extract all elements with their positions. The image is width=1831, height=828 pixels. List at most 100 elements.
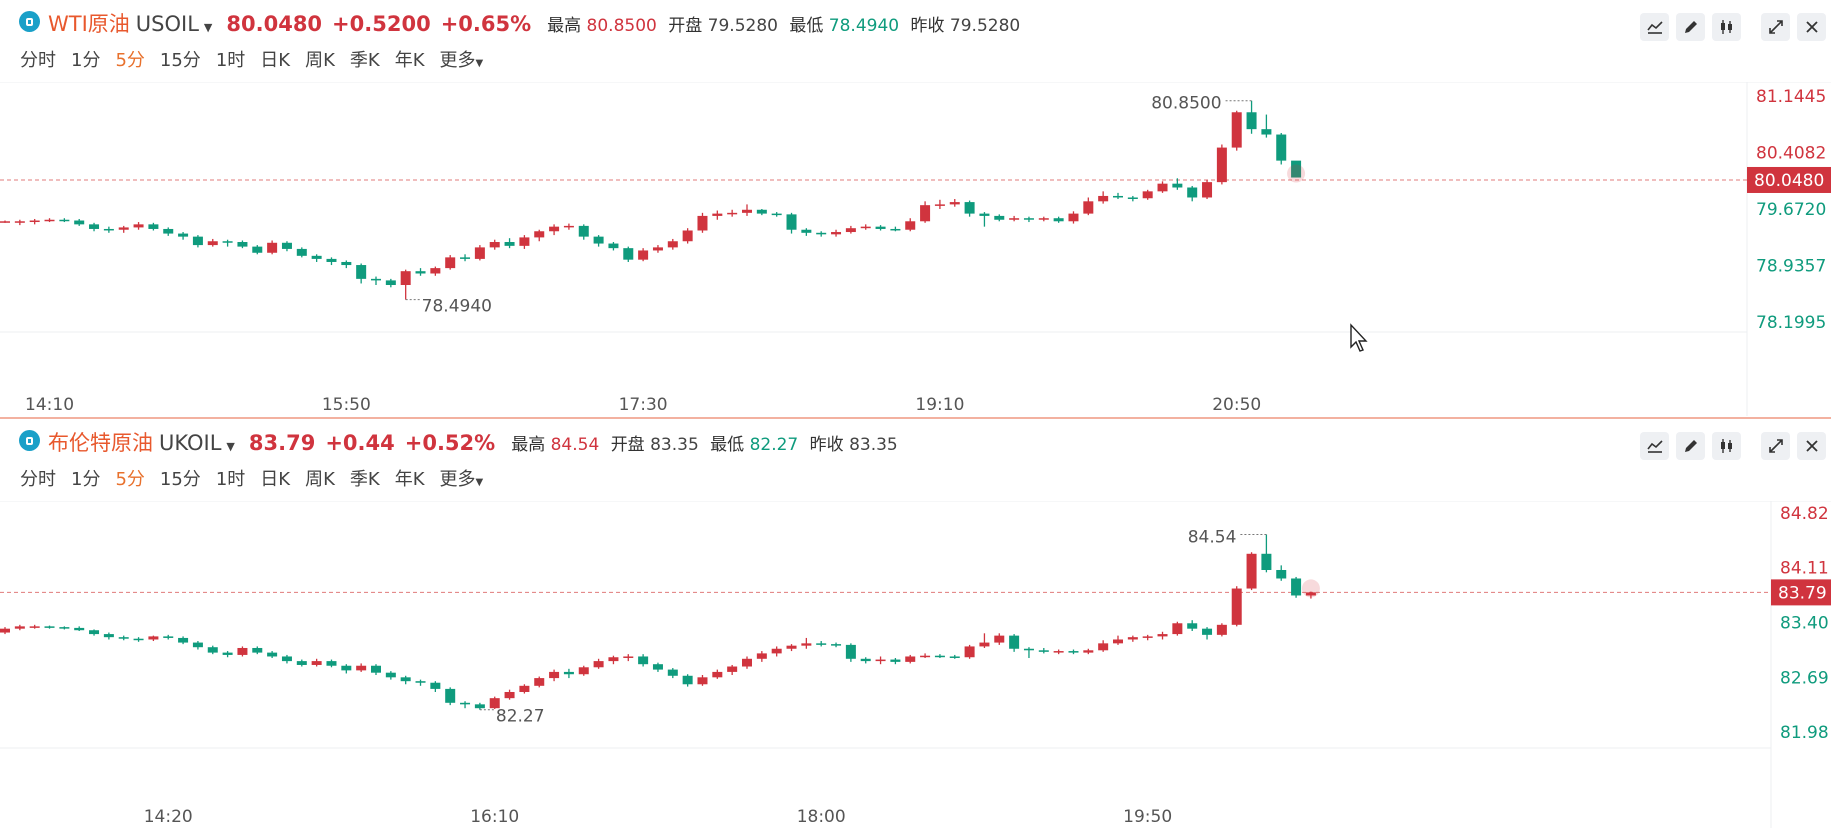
tab-1hour[interactable]: 1时 (215, 469, 246, 490)
chevron-down-icon[interactable]: ▼ (203, 21, 213, 34)
tab-week[interactable]: 周K (305, 469, 335, 490)
tab-1min[interactable]: 1分 (71, 50, 101, 71)
price-change-pct: +0.52% (404, 431, 496, 455)
tab-fenshi[interactable]: 分时 (20, 50, 56, 71)
candle-body (534, 231, 545, 238)
candle-body (1127, 637, 1138, 640)
candle (0, 220, 10, 223)
candle (133, 637, 144, 642)
candle (949, 199, 960, 207)
tab-day[interactable]: 日K (260, 50, 291, 71)
symbol-name[interactable]: WTI原油 (48, 12, 130, 36)
candle-body (1113, 639, 1123, 644)
candle-body (1246, 112, 1257, 130)
tab-15min[interactable]: 15分 (159, 469, 201, 490)
candle (593, 235, 604, 247)
candlestick-chart[interactable]: 84.82 84.11 83.40 82.69 81.98 14:20 16:10 18:00… (0, 501, 1831, 828)
tab-more[interactable]: 更多▼ (440, 46, 484, 72)
y-tick-label: 78.1995 (1756, 313, 1826, 333)
candle (252, 245, 263, 255)
candle-body (578, 225, 589, 237)
symbol-icon[interactable] (19, 11, 40, 32)
symbol-icon[interactable] (19, 430, 40, 451)
candle-body (14, 221, 25, 223)
candle (1009, 634, 1020, 652)
expand-button[interactable] (1761, 432, 1790, 460)
candle (341, 664, 352, 674)
candle (44, 218, 55, 223)
candle-body (163, 636, 174, 638)
candle (371, 664, 381, 676)
draw-button[interactable] (1676, 432, 1705, 460)
candle (1157, 181, 1168, 193)
tab-1min[interactable]: 1分 (71, 469, 101, 490)
candle (875, 225, 886, 231)
candle (29, 218, 40, 225)
candle-type-button[interactable] (1712, 432, 1741, 460)
candle-body (1202, 182, 1213, 198)
candle-body (1172, 623, 1183, 635)
candle (1291, 576, 1302, 598)
candle (1083, 648, 1094, 655)
candle-body (905, 221, 916, 230)
candle (474, 702, 485, 710)
candle-body (311, 661, 322, 665)
indicator-button[interactable] (1640, 13, 1669, 41)
candle-body (74, 627, 85, 631)
candle-body (44, 626, 55, 628)
indicator-button[interactable] (1640, 432, 1669, 460)
candle (103, 226, 114, 233)
tab-fenshi[interactable]: 分时 (20, 469, 56, 490)
candle (816, 641, 827, 647)
tab-quarter[interactable]: 季K (349, 469, 380, 490)
symbol-code[interactable]: USOIL (135, 12, 199, 36)
candle-body (1113, 195, 1123, 198)
candle (1157, 631, 1168, 640)
candle-body (519, 685, 530, 692)
candle (1068, 211, 1079, 224)
tab-15min[interactable]: 15分 (159, 50, 201, 71)
candle (652, 662, 663, 672)
caret-down-icon: ▼ (475, 477, 484, 488)
candle-body (29, 626, 40, 628)
candle (1202, 627, 1213, 640)
candle-body (860, 658, 871, 662)
candle-body (1023, 648, 1034, 651)
candle-body (816, 643, 827, 645)
tab-week[interactable]: 周K (305, 50, 335, 71)
candle-body (1231, 588, 1242, 625)
tab-more[interactable]: 更多▼ (440, 465, 484, 491)
tab-quarter[interactable]: 季K (349, 50, 380, 71)
candle (1053, 649, 1064, 655)
chart-panel-wti: WTI原油 USOIL ▼ 80.0480 +0.5200 +0.65% 最高 … (0, 0, 1831, 416)
candlestick-chart[interactable]: 81.1445 80.4082 79.6720 78.9357 78.1995 14:10… (0, 82, 1831, 416)
candle (667, 238, 678, 250)
candle-body (994, 215, 1005, 220)
candle-body (192, 236, 203, 246)
tab-5min[interactable]: 5分 (115, 469, 145, 490)
tab-1hour[interactable]: 1时 (215, 50, 246, 71)
close-button[interactable] (1797, 432, 1826, 460)
symbol-name[interactable]: 布伦特原油 (48, 431, 153, 455)
close-button[interactable] (1797, 13, 1826, 41)
candle-body (460, 257, 471, 259)
x-tick-label: 19:50 (1123, 807, 1172, 827)
candle-type-button[interactable] (1712, 13, 1741, 41)
candle-body (311, 255, 322, 259)
symbol-code[interactable]: UKOIL (159, 431, 222, 455)
tab-day[interactable]: 日K (260, 469, 291, 490)
prev-close-value: 79.5280 (949, 16, 1021, 36)
candle (267, 240, 278, 255)
chevron-down-icon[interactable]: ▼ (226, 440, 235, 453)
expand-button[interactable] (1761, 13, 1790, 41)
tab-year[interactable]: 年K (394, 469, 425, 490)
candle (905, 218, 916, 232)
draw-button[interactable] (1676, 13, 1705, 41)
candle (519, 684, 530, 694)
tab-year[interactable]: 年K (394, 50, 425, 71)
tab-5min[interactable]: 5分 (115, 50, 145, 71)
x-tick-label: 18:00 (797, 807, 846, 827)
candle (326, 257, 337, 266)
candle (1009, 215, 1020, 222)
candle (1216, 144, 1227, 185)
